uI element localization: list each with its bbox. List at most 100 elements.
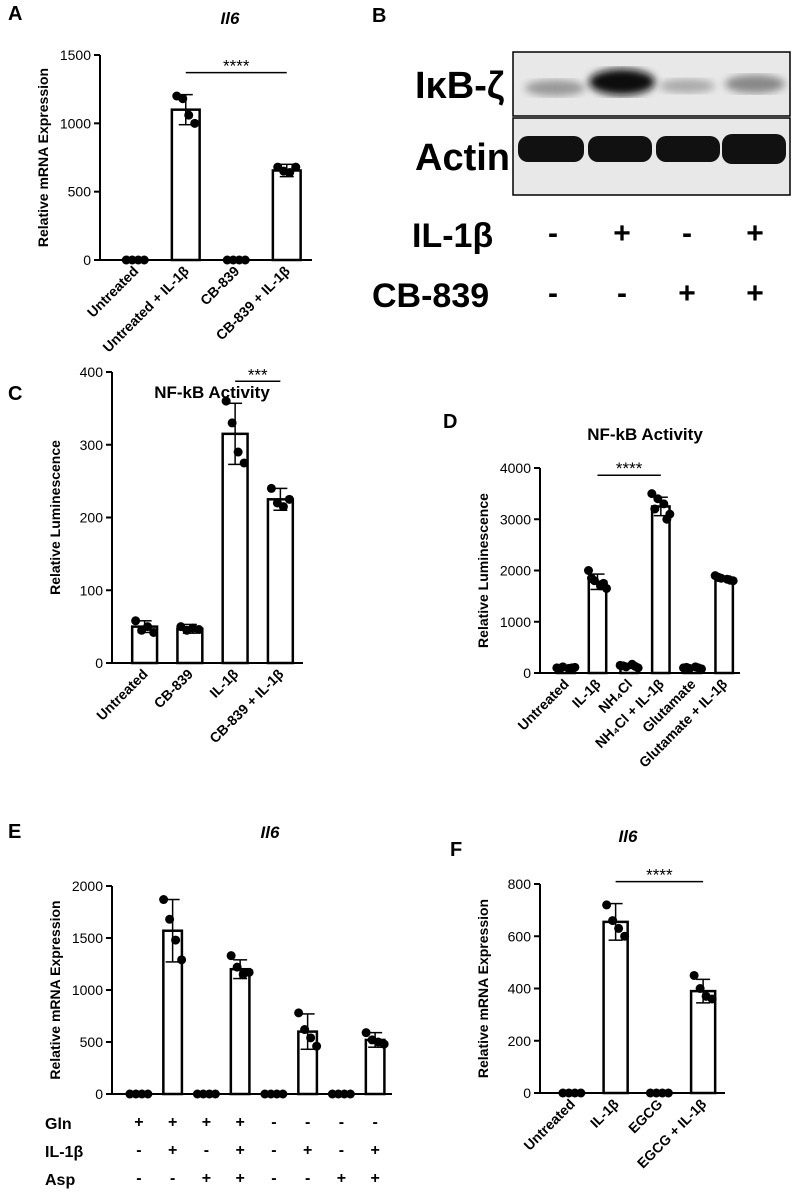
- sign: -: [617, 277, 627, 310]
- chart-title: NF-kB Activity: [587, 425, 703, 444]
- y-tick-label: 0: [83, 252, 91, 268]
- bar: [221, 432, 249, 665]
- sign: +: [746, 277, 764, 310]
- data-point: [618, 661, 628, 671]
- data-point: [306, 1033, 316, 1043]
- row-label: IL-1β: [412, 217, 493, 255]
- data-point: [194, 625, 204, 635]
- condition-sign: -: [305, 1170, 310, 1187]
- data-point: [221, 396, 231, 406]
- band: [659, 79, 715, 93]
- data-point: [695, 984, 705, 993]
- y-tick-label: 200: [508, 1033, 532, 1049]
- data-point: [662, 514, 672, 524]
- bar: [602, 920, 629, 1095]
- data-point: [178, 94, 188, 104]
- y-tick-label: 800: [508, 876, 532, 892]
- x-tick-label: EGCG: [625, 1096, 666, 1137]
- data-point: [278, 1089, 288, 1099]
- band: [518, 136, 584, 162]
- condition-sign: +: [370, 1142, 379, 1159]
- data-point: [227, 418, 237, 428]
- band: [525, 80, 585, 96]
- y-tick-label: 4000: [500, 460, 531, 476]
- x-tick-label: Untreated: [93, 666, 151, 724]
- data-point: [713, 572, 723, 582]
- chart-panel: F Il6 Relative mRNA Expression 0 200 400 600 80…: [450, 827, 725, 1171]
- data-point: [584, 566, 593, 575]
- condition-sign: -: [271, 1142, 276, 1159]
- data-point: [294, 1008, 304, 1018]
- data-point: [312, 1041, 322, 1051]
- y-tick-label: 500: [80, 1034, 104, 1050]
- x-tick-label: IL-1β: [587, 1095, 622, 1130]
- condition-sign: +: [168, 1142, 177, 1159]
- y-tick-label: 1500: [72, 930, 103, 946]
- data-point: [300, 1025, 310, 1035]
- chart-panel: D NF-kB Activity Relative Luminescence 0 100…: [443, 411, 740, 770]
- panel-letter: C: [8, 383, 22, 405]
- band-label: IκB-ζ: [415, 65, 504, 107]
- data-point: [345, 1089, 355, 1099]
- y-axis-label: Relative mRNA Expression: [475, 899, 491, 1078]
- y-axis-label: Relative mRNA Expression: [47, 900, 63, 1079]
- condition-sign: -: [271, 1170, 276, 1187]
- y-tick-label: 3000: [500, 511, 531, 527]
- chart-title: Il6: [261, 823, 280, 842]
- data-point: [630, 661, 640, 671]
- bar: [650, 505, 671, 675]
- data-point: [285, 168, 295, 178]
- condition-sign: +: [202, 1114, 211, 1131]
- condition-sign: -: [204, 1142, 209, 1159]
- data-point: [608, 916, 618, 926]
- y-tick-label: 100: [80, 582, 104, 598]
- condition-sign: +: [303, 1142, 312, 1159]
- data-point: [143, 1089, 153, 1099]
- bar: [587, 580, 608, 675]
- x-tick-label: CB-839: [197, 263, 243, 309]
- data-point: [567, 663, 577, 673]
- band: [725, 75, 785, 93]
- panel-letter: B: [372, 5, 386, 27]
- data-point: [131, 616, 141, 626]
- panel-letter: E: [8, 821, 21, 843]
- y-tick-label: 300: [80, 437, 104, 453]
- y-tick-label: 1000: [72, 982, 103, 998]
- condition-sign: -: [136, 1142, 141, 1159]
- data-point: [149, 627, 159, 637]
- data-point: [284, 494, 294, 504]
- condition-sign: +: [235, 1170, 244, 1187]
- significance-label: ****: [646, 866, 673, 885]
- data-point: [694, 663, 703, 673]
- data-point: [232, 962, 242, 972]
- blot-labels: IκB-ζ Actin IL-1β - + - + CB-839 - - + +: [372, 65, 764, 315]
- data-point: [659, 499, 669, 509]
- condition-sign: -: [372, 1114, 377, 1131]
- data-point: [707, 994, 717, 1004]
- sign: -: [548, 277, 558, 310]
- data-point: [171, 935, 181, 945]
- bar: [229, 967, 251, 1096]
- data-point: [291, 162, 301, 172]
- y-axis-label: Relative Luminescence: [475, 493, 491, 648]
- x-tick-label: IL-1β: [206, 665, 241, 700]
- data-point: [682, 662, 691, 672]
- data-point: [653, 494, 663, 504]
- data-point: [233, 447, 243, 457]
- condition-label: IL-1β: [45, 1144, 83, 1161]
- x-tick-label: Untreated: [520, 1096, 578, 1154]
- condition-sign: +: [168, 1114, 177, 1131]
- bar: [364, 1038, 386, 1096]
- band: [656, 136, 720, 162]
- chart-title: Il6: [221, 9, 240, 28]
- y-tick-label: 400: [508, 981, 532, 997]
- data-point: [379, 1039, 389, 1049]
- y-tick-label: 600: [508, 928, 532, 944]
- condition-sign: +: [202, 1170, 211, 1187]
- data-point: [599, 578, 608, 588]
- data-point: [165, 914, 175, 924]
- band: [589, 69, 655, 95]
- y-tick-label: 1000: [500, 614, 531, 630]
- band-label: Actin: [415, 137, 510, 179]
